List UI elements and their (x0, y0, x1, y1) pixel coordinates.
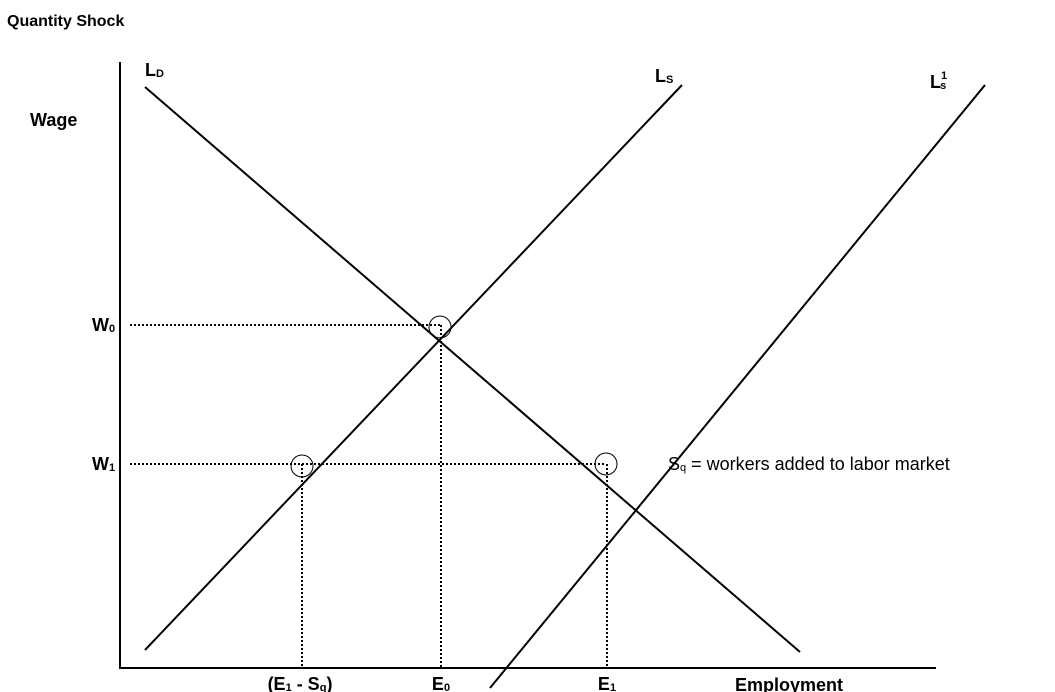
label-sub: 1 (286, 682, 292, 692)
label-sub: 0 (444, 682, 450, 692)
point-sq (290, 454, 314, 478)
label-sub: D (156, 68, 164, 80)
e1-label: E1 (598, 674, 616, 692)
label-text: L (930, 72, 941, 92)
label-text: ) (326, 674, 332, 692)
label-text: L (145, 60, 156, 80)
demand-curve (144, 86, 801, 653)
demand-label: LD (145, 60, 164, 80)
label-text: = workers added to labor market (686, 454, 950, 474)
label-text: E (432, 674, 444, 692)
note-label: Sq = workers added to labor market (668, 454, 950, 474)
w1-label: W1 (92, 454, 115, 474)
w0-label: W0 (92, 315, 115, 335)
label-text: S (668, 454, 680, 474)
y-axis-label: Wage (30, 110, 77, 130)
label-text: (E (268, 674, 286, 692)
equilibrium-0 (428, 315, 452, 339)
label-text: E (598, 674, 610, 692)
label-text: W (92, 315, 109, 335)
supply-curve (144, 84, 683, 651)
label-text: L (655, 66, 666, 86)
label-sub: s (940, 80, 946, 92)
label-sub: q (320, 682, 327, 692)
supply-label: LS (655, 66, 673, 86)
label-sub: 1 (109, 462, 115, 474)
equilibrium-1 (594, 452, 618, 476)
title: Quantity Shock (7, 13, 124, 30)
label-sub: 1 (610, 682, 616, 692)
label-sub: q (680, 462, 686, 474)
label-text: W (92, 454, 109, 474)
label-sub: S (666, 74, 673, 86)
label-sup: 1 (941, 70, 947, 82)
label-text: - S (292, 674, 320, 692)
e1-sq-label: (E1 - Sq) (268, 674, 333, 692)
label-sub: 0 (109, 323, 115, 335)
new-supply-label: L1 s (930, 70, 947, 92)
x-axis-label: Employment (735, 675, 843, 692)
e0-label: E0 (432, 674, 450, 692)
new-supply-curve (489, 84, 986, 689)
